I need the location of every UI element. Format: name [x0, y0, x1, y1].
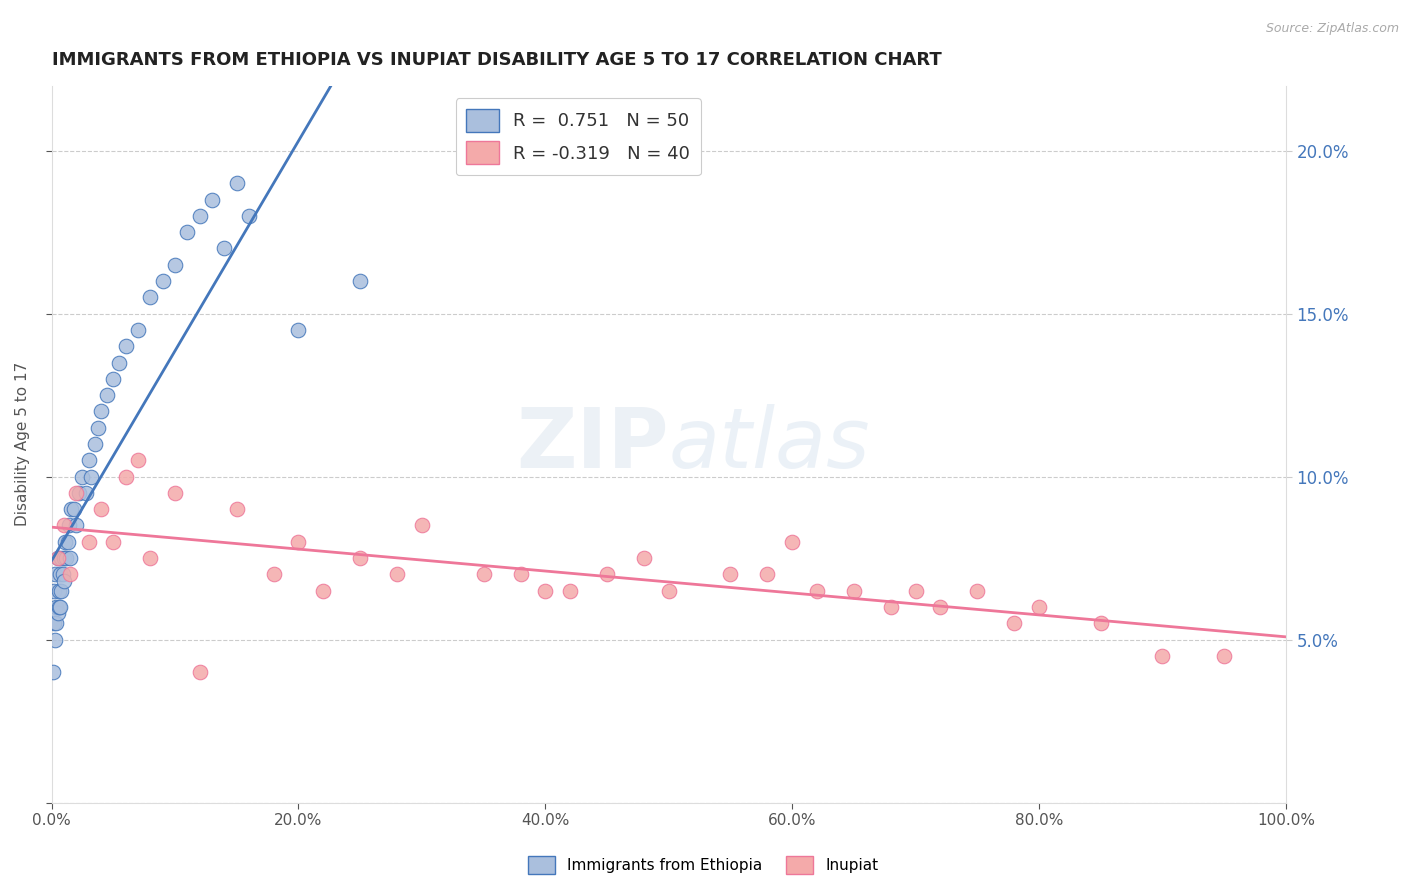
- Point: [225, 502, 247, 516]
- Point: [53, 534, 76, 549]
- Point: [163, 258, 186, 272]
- Point: [46, 607, 69, 621]
- Point: [509, 567, 531, 582]
- Point: [263, 567, 285, 582]
- Point: [238, 209, 260, 223]
- Point: [139, 551, 162, 566]
- Point: [55, 551, 77, 566]
- Point: [904, 583, 927, 598]
- Point: [225, 176, 247, 190]
- Point: [90, 502, 112, 516]
- Point: [756, 567, 779, 582]
- Point: [108, 355, 131, 369]
- Point: [80, 469, 103, 483]
- Legend: R =  0.751   N = 50, R = -0.319   N = 40: R = 0.751 N = 50, R = -0.319 N = 40: [456, 98, 702, 175]
- Point: [77, 534, 100, 549]
- Y-axis label: Disability Age 5 to 17: Disability Age 5 to 17: [15, 362, 30, 526]
- Point: [312, 583, 335, 598]
- Point: [385, 567, 408, 582]
- Point: [87, 421, 110, 435]
- Point: [176, 225, 198, 239]
- Point: [842, 583, 865, 598]
- Point: [287, 323, 309, 337]
- Text: ZIP: ZIP: [516, 403, 669, 484]
- Point: [880, 599, 903, 614]
- Point: [96, 388, 118, 402]
- Point: [472, 567, 495, 582]
- Point: [127, 323, 149, 337]
- Point: [46, 551, 69, 566]
- Point: [77, 453, 100, 467]
- Point: [806, 583, 828, 598]
- Point: [46, 551, 69, 566]
- Text: atlas: atlas: [669, 403, 870, 484]
- Point: [75, 486, 97, 500]
- Point: [67, 486, 90, 500]
- Point: [103, 534, 125, 549]
- Point: [90, 404, 112, 418]
- Point: [780, 534, 803, 549]
- Point: [349, 551, 371, 566]
- Point: [48, 583, 70, 598]
- Point: [72, 469, 94, 483]
- Point: [58, 518, 80, 533]
- Point: [103, 372, 125, 386]
- Point: [56, 534, 79, 549]
- Point: [52, 518, 75, 533]
- Point: [929, 599, 952, 614]
- Point: [1090, 616, 1112, 631]
- Point: [1002, 616, 1025, 631]
- Point: [45, 616, 67, 631]
- Point: [1152, 648, 1174, 663]
- Point: [52, 551, 75, 566]
- Point: [62, 502, 84, 516]
- Point: [51, 551, 73, 566]
- Point: [163, 486, 186, 500]
- Point: [1213, 648, 1236, 663]
- Point: [127, 453, 149, 467]
- Point: [83, 437, 105, 451]
- Point: [59, 567, 82, 582]
- Point: [65, 486, 87, 500]
- Point: [188, 209, 211, 223]
- Point: [44, 567, 66, 582]
- Point: [51, 583, 73, 598]
- Point: [59, 551, 82, 566]
- Point: [114, 469, 136, 483]
- Point: [349, 274, 371, 288]
- Point: [658, 583, 681, 598]
- Point: [49, 599, 72, 614]
- Point: [720, 567, 742, 582]
- Legend: Immigrants from Ethiopia, Inupiat: Immigrants from Ethiopia, Inupiat: [522, 850, 884, 880]
- Point: [966, 583, 988, 598]
- Point: [558, 583, 581, 598]
- Point: [52, 567, 75, 582]
- Point: [49, 567, 72, 582]
- Point: [48, 599, 70, 614]
- Text: Source: ZipAtlas.com: Source: ZipAtlas.com: [1265, 22, 1399, 36]
- Point: [214, 242, 236, 256]
- Point: [188, 665, 211, 680]
- Point: [42, 616, 65, 631]
- Point: [633, 551, 655, 566]
- Point: [60, 502, 83, 516]
- Point: [139, 290, 162, 304]
- Point: [534, 583, 557, 598]
- Point: [152, 274, 174, 288]
- Text: IMMIGRANTS FROM ETHIOPIA VS INUPIAT DISABILITY AGE 5 TO 17 CORRELATION CHART: IMMIGRANTS FROM ETHIOPIA VS INUPIAT DISA…: [52, 51, 941, 69]
- Point: [42, 665, 65, 680]
- Point: [596, 567, 619, 582]
- Point: [65, 518, 87, 533]
- Point: [45, 599, 67, 614]
- Point: [201, 193, 224, 207]
- Point: [42, 583, 65, 598]
- Point: [114, 339, 136, 353]
- Point: [44, 632, 66, 647]
- Point: [52, 574, 75, 588]
- Point: [411, 518, 433, 533]
- Point: [287, 534, 309, 549]
- Point: [1028, 599, 1050, 614]
